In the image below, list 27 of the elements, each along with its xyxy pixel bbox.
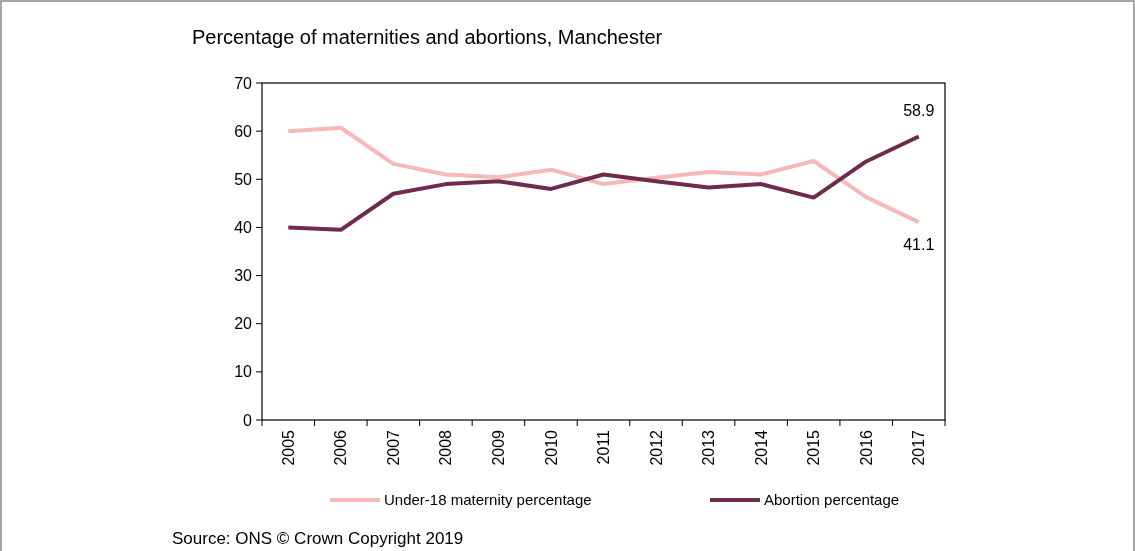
x-tick-label: 2013 xyxy=(700,429,718,466)
y-tick-label: 0 xyxy=(243,411,253,429)
x-tick-label: 2006 xyxy=(332,429,350,466)
x-tick-label: 2005 xyxy=(279,429,297,466)
x-tick-label: 2009 xyxy=(490,429,508,466)
x-tick-label: 2017 xyxy=(910,429,928,466)
x-tick-label: 2007 xyxy=(384,429,402,466)
y-tick-label: 60 xyxy=(234,122,253,140)
y-tick-label: 50 xyxy=(234,170,253,188)
x-tick-label: 2016 xyxy=(857,429,875,466)
x-tick-label: 2011 xyxy=(595,429,613,465)
y-tick-label: 30 xyxy=(234,267,253,285)
y-tick-label: 20 xyxy=(234,315,253,333)
x-tick-label: 2010 xyxy=(542,429,560,466)
legend-label: Under-18 maternity percentage xyxy=(384,491,592,509)
y-tick-label: 70 xyxy=(234,74,253,92)
x-tick-label: 2014 xyxy=(752,429,770,466)
x-tick-label: 2012 xyxy=(647,429,665,466)
source-note: Source: ONS © Crown Copyright 2019 xyxy=(172,529,464,548)
x-tick-label: 2008 xyxy=(437,429,455,466)
legend-label: Abortion percentage xyxy=(764,491,900,509)
data-label: 58.9 xyxy=(903,102,935,120)
y-tick-label: 40 xyxy=(234,219,253,237)
y-tick-label: 10 xyxy=(234,363,253,381)
chart-title: Percentage of maternities and abortions, Manchester xyxy=(192,26,663,48)
data-label: 41.1 xyxy=(903,236,935,254)
x-tick-label: 2015 xyxy=(805,429,823,466)
